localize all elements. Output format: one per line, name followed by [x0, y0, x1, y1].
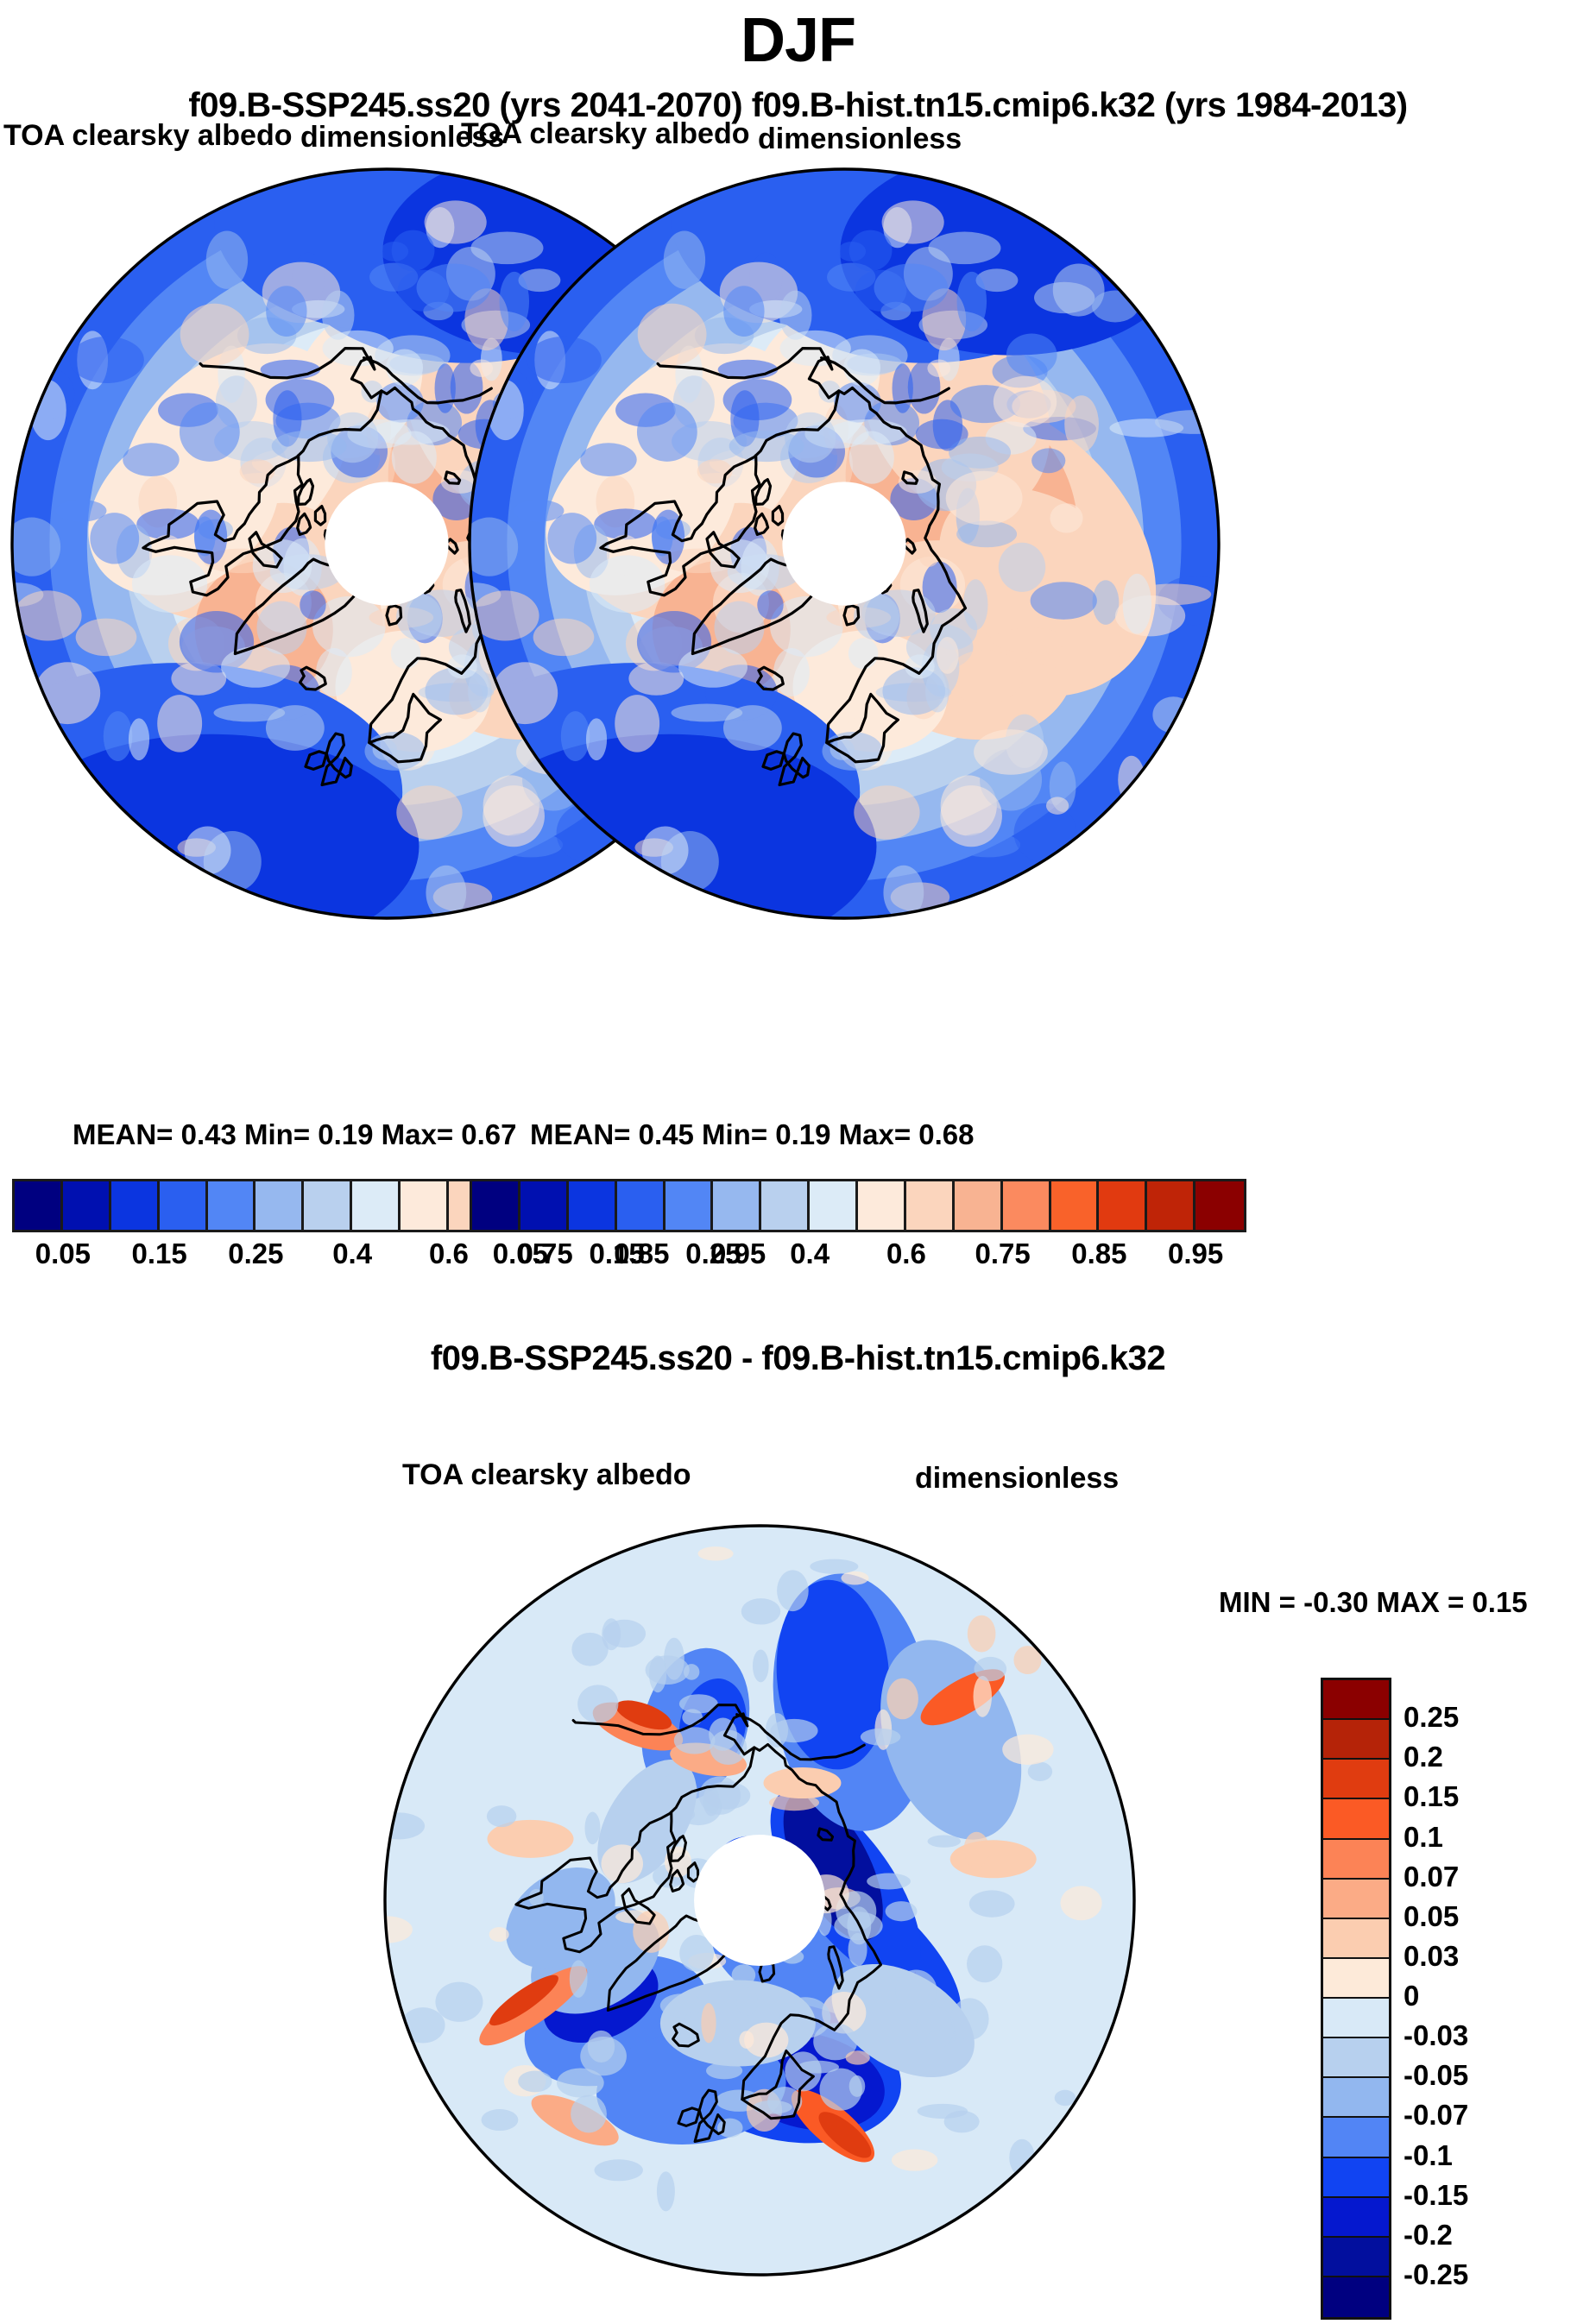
colorbar-swatch	[1147, 1181, 1196, 1230]
case-subtitle: f09.B-SSP245.ss20 (yrs 2041-2070) f09.B-…	[188, 86, 1408, 124]
colorbar-tick-label: 0.2	[1404, 1741, 1443, 1773]
colorbar-swatch	[1002, 1181, 1051, 1230]
colorbar-tick-label: -0.15	[1404, 2178, 1469, 2211]
colorbar-swatch	[905, 1181, 955, 1230]
map-historical-polar	[464, 164, 1224, 923]
colorbar-swatch	[1323, 1760, 1389, 1800]
colorbar-swatch	[1323, 1799, 1389, 1840]
colorbar-swatch	[352, 1181, 401, 1230]
colorbar-swatch	[110, 1181, 160, 1230]
colorbar-tick-label: 0.85	[1071, 1238, 1127, 1269]
colorbar-swatch	[1323, 2237, 1389, 2277]
colorbar-swatch	[1323, 1680, 1389, 1721]
colorbar-swatch	[616, 1181, 666, 1230]
colorbar-swatch	[159, 1181, 208, 1230]
colorbar-tick-label: 0.6	[886, 1238, 926, 1269]
colorbar-tick-label: 0.1	[1404, 1820, 1443, 1853]
colorbar-absolute-right[interactable]: 0.05 0.15 0.25 0.4 0.6 0.75 0.85 0.95	[470, 1179, 1246, 1277]
colorbar-swatch	[761, 1181, 811, 1230]
colorbar-swatch	[1050, 1181, 1100, 1230]
colorbar-swatch	[1099, 1181, 1148, 1230]
left-panel-variable-label: TOA clearsky albedo	[3, 119, 293, 152]
left-panel-stats: MEAN= 0.43 Min= 0.19 Max= 0.67	[73, 1118, 517, 1150]
colorbar-swatch	[207, 1181, 256, 1230]
colorbar-swatch	[1323, 2197, 1389, 2238]
colorbar-tick-label: 0.15	[131, 1238, 187, 1269]
colorbar-tick-label: 0.15	[1404, 1780, 1460, 1813]
colorbar-right-ticks: 0.05 0.15 0.25 0.4 0.6 0.75 0.85 0.95	[470, 1232, 1246, 1277]
map-difference-polar	[380, 1521, 1139, 2280]
colorbar-swatch	[1323, 2157, 1389, 2198]
colorbar-tick-label: 0.05	[492, 1238, 548, 1269]
colorbar-swatch	[1323, 2277, 1389, 2317]
colorbar-swatch	[665, 1181, 714, 1230]
colorbar-swatch	[1323, 1839, 1389, 1880]
colorbar-swatch	[1323, 2078, 1389, 2119]
right-panel-variable-label: TOA clearsky albedo	[461, 117, 750, 150]
colorbar-tick-label: 0.95	[710, 1238, 766, 1269]
colorbar-tick-label: -0.03	[1404, 2019, 1469, 2052]
colorbar-tick-label: -0.1	[1404, 2138, 1453, 2171]
colorbar-difference-swatches	[1321, 1678, 1391, 2320]
colorbar-tick-label: 0.03	[1404, 1939, 1460, 1972]
colorbar-tick-label: 0.15	[589, 1238, 645, 1269]
colorbar-swatch	[1323, 1879, 1389, 1919]
left-panel-units-label: dimensionless	[300, 121, 505, 154]
difference-stats: MIN = -0.30 MAX = 0.15	[1219, 1586, 1528, 1618]
colorbar-swatch	[15, 1181, 63, 1230]
colorbar-tick-label: 0.95	[1168, 1238, 1224, 1269]
colorbar-tick-label: 0.07	[1404, 1860, 1460, 1893]
colorbar-swatch	[1195, 1181, 1244, 1230]
colorbar-tick-label: 0	[1404, 1980, 1420, 2012]
right-panel-stats: MEAN= 0.45 Min= 0.19 Max= 0.68	[530, 1118, 975, 1150]
difference-title: f09.B-SSP245.ss20 - f09.B-hist.tn15.cmip…	[430, 1339, 1166, 1377]
colorbar-swatch	[401, 1181, 449, 1230]
colorbar-tick-label: 0.4	[790, 1238, 830, 1269]
colorbar-difference-ticks: 0.25 0.2 0.15 0.1 0.07 0.05 0.03 0 -0.03 -0.05 -0.…	[1404, 1678, 1576, 2315]
colorbar-tick-label: 0.25	[685, 1238, 741, 1269]
colorbar-tick-label: -0.25	[1404, 2258, 1469, 2290]
colorbar-swatch	[1323, 1999, 1389, 2039]
colorbar-swatch	[954, 1181, 1003, 1230]
colorbar-right-swatches	[470, 1179, 1246, 1232]
colorbar-swatch	[713, 1181, 762, 1230]
colorbar-swatch	[304, 1181, 353, 1230]
colorbar-swatch	[520, 1181, 569, 1230]
colorbar-swatch	[810, 1181, 858, 1230]
diff-panel-units-label: dimensionless	[915, 1462, 1120, 1495]
colorbar-tick-label: 0.05	[35, 1238, 91, 1269]
colorbar-swatch	[858, 1181, 906, 1230]
colorbar-tick-label: -0.07	[1404, 2099, 1469, 2132]
colorbar-difference[interactable]: 0.25 0.2 0.15 0.1 0.07 0.05 0.03 0 -0.03 -0.05 -0.…	[1321, 1678, 1580, 2320]
colorbar-swatch	[1323, 1918, 1389, 1959]
colorbar-swatch	[255, 1181, 305, 1230]
right-panel-units-label: dimensionless	[758, 123, 962, 155]
colorbar-swatch	[472, 1181, 520, 1230]
page-title: DJF	[740, 6, 856, 75]
colorbar-tick-label: 0.25	[228, 1238, 284, 1269]
diff-panel-variable-label: TOA clearsky albedo	[402, 1458, 691, 1491]
colorbar-tick-label: 0.4	[332, 1238, 373, 1269]
colorbar-swatch	[568, 1181, 617, 1230]
colorbar-swatch	[1323, 2038, 1389, 2079]
colorbar-tick-label: -0.2	[1404, 2218, 1453, 2251]
colorbar-tick-label: 0.05	[1404, 1899, 1460, 1932]
colorbar-tick-label: 0.75	[975, 1238, 1031, 1269]
colorbar-swatch	[1323, 1958, 1389, 1999]
colorbar-swatch	[1323, 1720, 1389, 1760]
colorbar-tick-label: 0.25	[1404, 1701, 1460, 1734]
colorbar-left-ticks: 0.05 0.15 0.25 0.4 0.6 0.75 0.85 0.95	[12, 1232, 789, 1277]
colorbar-tick-label: 0.75	[517, 1238, 573, 1269]
colorbar-tick-label: 0.85	[614, 1238, 670, 1269]
colorbar-tick-label: 0.6	[428, 1238, 469, 1269]
colorbar-swatch	[1323, 2118, 1389, 2158]
colorbar-tick-label: -0.05	[1404, 2059, 1469, 2092]
colorbar-swatch	[62, 1181, 111, 1230]
